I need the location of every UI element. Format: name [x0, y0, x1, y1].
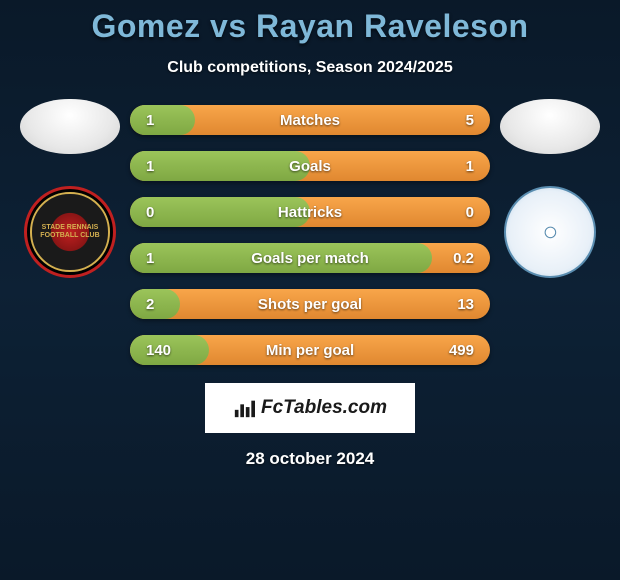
stat-label: Goals	[289, 158, 331, 175]
bars-icon	[233, 397, 255, 419]
stat-left-value: 1	[146, 112, 154, 129]
stat-left-value: 2	[146, 296, 154, 313]
stat-row: 1 Matches 5	[130, 105, 490, 135]
stat-row: 140 Min per goal 499	[130, 335, 490, 365]
left-club-logo: STADE RENNAIS FOOTBALL CLUB	[24, 186, 116, 278]
stat-right-value: 5	[466, 112, 474, 129]
comparison-card: Gomez vs Rayan Raveleson Club competitio…	[0, 0, 620, 469]
page-title: Gomez vs Rayan Raveleson	[0, 8, 620, 45]
right-player-photo	[500, 99, 600, 154]
footer: FcTables.com 28 october 2024	[0, 383, 620, 469]
fctables-badge[interactable]: FcTables.com	[205, 383, 415, 433]
stat-row: 2 Shots per goal 13	[130, 289, 490, 319]
stat-label: Hattricks	[278, 204, 342, 221]
stat-label: Min per goal	[266, 342, 354, 359]
auxerre-crest-icon	[524, 206, 577, 259]
stats-column: 1 Matches 5 1 Goals 1 0 Hattricks 0 1 Goals per ma…	[130, 105, 490, 365]
right-side	[490, 105, 610, 278]
stat-right-value: 0.2	[453, 250, 474, 267]
stat-fill	[130, 105, 195, 135]
subtitle: Club competitions, Season 2024/2025	[0, 59, 620, 77]
stade-rennais-crest-icon: STADE RENNAIS FOOTBALL CLUB	[30, 192, 109, 271]
stat-left-value: 1	[146, 158, 154, 175]
stat-label: Matches	[280, 112, 340, 129]
date-label: 28 october 2024	[246, 449, 375, 469]
stat-right-value: 1	[466, 158, 474, 175]
stat-row: 1 Goals per match 0.2	[130, 243, 490, 273]
stat-left-value: 140	[146, 342, 171, 359]
stat-row: 0 Hattricks 0	[130, 197, 490, 227]
stat-label: Goals per match	[251, 250, 369, 267]
stat-right-value: 499	[449, 342, 474, 359]
fctables-label: FcTables.com	[261, 397, 387, 419]
stat-fill	[130, 289, 180, 319]
stat-right-value: 0	[466, 204, 474, 221]
stat-row: 1 Goals 1	[130, 151, 490, 181]
stat-fill	[130, 151, 310, 181]
right-club-logo	[504, 186, 596, 278]
left-side: STADE RENNAIS FOOTBALL CLUB	[10, 105, 130, 278]
stat-label: Shots per goal	[258, 296, 362, 313]
stat-left-value: 1	[146, 250, 154, 267]
left-player-photo	[20, 99, 120, 154]
stat-right-value: 13	[457, 296, 474, 313]
content-row: STADE RENNAIS FOOTBALL CLUB 1 Matches 5 1 Go…	[0, 105, 620, 365]
stat-left-value: 0	[146, 204, 154, 221]
